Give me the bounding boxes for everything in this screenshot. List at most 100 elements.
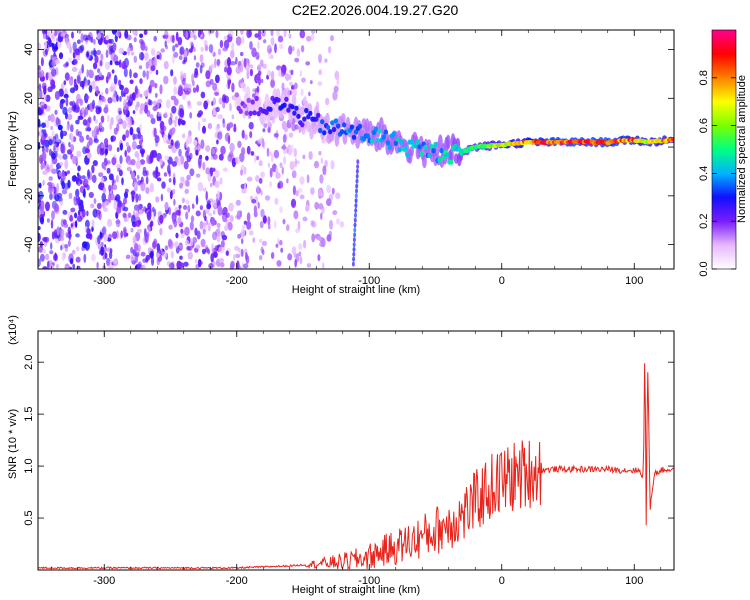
heatmap-speckle (121, 60, 126, 70)
heatmap-speckle (156, 54, 160, 60)
heatmap-speckle (119, 84, 123, 90)
heatmap-speckle (74, 220, 78, 229)
heatmap-ridge-core (413, 143, 418, 149)
heatmap-speckle (39, 253, 45, 262)
heatmap-speckle (209, 78, 214, 85)
heatmap-speckle (146, 154, 150, 164)
heatmap-speckle (286, 147, 289, 154)
heatmap-speckle (250, 151, 255, 156)
heatmap-speckle (154, 82, 158, 89)
heatmap-speckle (139, 159, 146, 165)
heatmap-speckle (173, 76, 177, 85)
heatmap-speckle (227, 135, 231, 145)
heatmap-speckle (50, 113, 55, 123)
heatmap-speckle (107, 114, 110, 123)
heatmap-ridge-core (339, 129, 345, 135)
heatmap-ridge-core (330, 120, 335, 126)
heatmap-speckle (155, 252, 160, 258)
heatmap-speckle (294, 258, 298, 268)
heatmap-speckle (148, 84, 152, 94)
heatmap-speckle (105, 75, 109, 84)
heatmap-speckle (161, 181, 166, 189)
heatmap-speckle (228, 202, 234, 212)
heatmap-speckle (64, 159, 69, 170)
heatmap-speckle (306, 35, 312, 42)
heatmap-speckle (313, 160, 320, 169)
heatmap-speckle (172, 45, 176, 52)
heatmap-speckle (164, 30, 169, 40)
heatmap-speckle (150, 117, 156, 125)
heatmap-speckle (92, 208, 98, 218)
heatmap-speckle (50, 79, 56, 87)
heatmap-speckle (111, 69, 115, 74)
heatmap-speckle (131, 119, 135, 125)
heatmap-speckle (67, 107, 73, 114)
heatmap-speckle (75, 188, 80, 198)
heatmap-speckle (81, 175, 86, 180)
heatmap-speckle (216, 139, 219, 145)
heatmap-speckle (58, 52, 64, 60)
heatmap-ridge-core (331, 126, 337, 133)
heatmap-speckle (155, 69, 159, 76)
heatmap-ridge-core (292, 110, 297, 116)
heatmap-speckle (202, 228, 206, 235)
heatmap-speckle (270, 252, 275, 259)
heatmap-speckle (257, 138, 263, 145)
snr-plot-area (38, 331, 674, 570)
heatmap-speckle (332, 90, 338, 101)
heatmap-speckle (42, 248, 46, 254)
heatmap-speckle (62, 153, 68, 160)
heatmap-speckle (177, 157, 182, 167)
heatmap-speckle (178, 55, 183, 60)
heatmap-speckle (201, 248, 206, 255)
heatmap-streak (352, 256, 356, 262)
heatmap-speckle (216, 58, 221, 66)
heatmap-speckle (294, 57, 300, 63)
heatmap-speckle (107, 264, 113, 269)
heatmap-speckle (140, 251, 146, 257)
heatmap-speckle (149, 221, 153, 228)
heatmap-speckle (279, 239, 283, 246)
heatmap-speckle (143, 206, 147, 212)
heatmap-speckle (176, 260, 182, 269)
heatmap-speckle (104, 148, 109, 155)
heatmap-streak (354, 208, 358, 213)
heatmap-speckle (72, 87, 76, 92)
heatmap-speckle (62, 209, 68, 215)
heatmap-speckle (205, 167, 211, 175)
heatmap-speckle (179, 255, 183, 260)
heatmap-speckle (205, 145, 211, 152)
heatmap-speckle (125, 142, 129, 147)
heatmap-speckle (268, 151, 273, 156)
heatmap-speckle (173, 98, 179, 106)
heatmap-speckle (167, 238, 172, 248)
heatmap-plot-area (38, 30, 674, 269)
heatmap-speckle (99, 60, 103, 67)
heatmap-speckle (86, 210, 89, 217)
heatmap-speckle (205, 155, 209, 161)
heatmap-speckle (105, 49, 109, 58)
heatmap-speckle (273, 149, 280, 159)
heatmap-speckle (290, 84, 295, 90)
heatmap-speckle (330, 160, 335, 170)
heatmap-speckle (185, 199, 190, 205)
heatmap-speckle (256, 185, 260, 195)
heatmap-speckle (235, 199, 241, 206)
heatmap-speckle (65, 232, 69, 238)
heatmap-speckle (267, 127, 271, 133)
heatmap-speckle (299, 256, 303, 265)
heatmap-ridge-core (395, 136, 400, 142)
heatmap-speckle (181, 133, 186, 139)
heatmap-speckle (285, 73, 290, 82)
heatmap-speckle (240, 169, 244, 176)
heatmap-speckle (111, 157, 117, 166)
heatmap-speckle (91, 174, 97, 183)
heatmap-speckle (124, 191, 128, 199)
heatmap-speckle (57, 36, 64, 43)
heatmap-speckle (148, 69, 153, 74)
heatmap-speckle (64, 72, 70, 81)
heatmap-speckle (252, 93, 256, 98)
heatmap-speckle (223, 39, 230, 50)
heatmap-ridge-halo (340, 113, 346, 125)
heatmap-speckle (193, 71, 199, 78)
